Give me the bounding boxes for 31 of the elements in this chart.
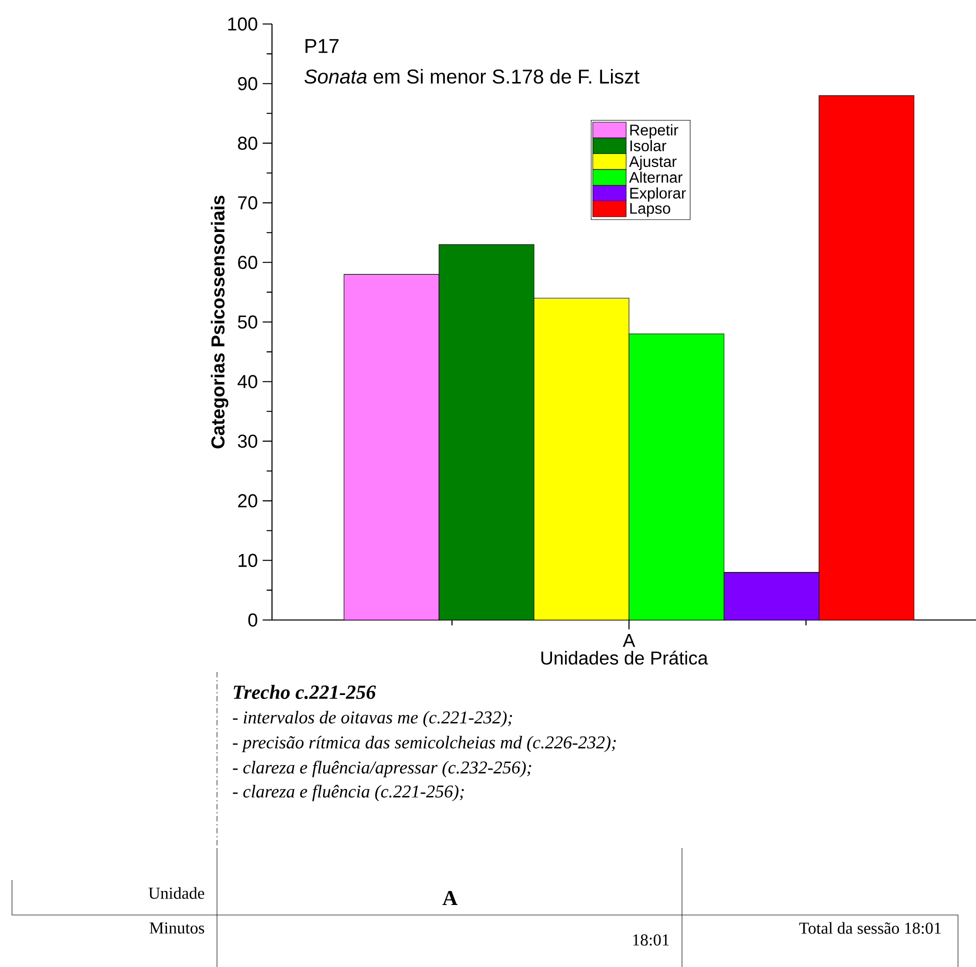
- x-axis-title: Unidades de Prática: [541, 650, 708, 665]
- text: Unidade: [148, 887, 204, 899]
- text: Sonata em Si menor S.178 de F. Liszt: [304, 68, 640, 84]
- y-tick-label: 10: [238, 554, 258, 568]
- y-tick-label: 40: [238, 374, 258, 388]
- y-tick-label: 70: [238, 196, 258, 210]
- text: - intervalos de oitavas me (c.221-232);: [232, 710, 512, 728]
- legend-label: Alternar: [629, 172, 682, 183]
- text: - precisão rítmica das semicolcheias md (c.226-232);: [232, 736, 616, 752]
- y-axis-title: Categorias Psicossensoriais: [210, 196, 228, 448]
- y-tick-label: 60: [238, 256, 258, 270]
- legend-label: Ajustar: [629, 156, 677, 170]
- text: A: [442, 890, 458, 906]
- y-tick-label: 0: [248, 613, 258, 627]
- y-tick-label: 100: [228, 17, 258, 31]
- y-tick-label: 50: [238, 315, 258, 329]
- text: Minutos: [150, 922, 204, 934]
- text: - clareza e fluência/apressar (c.232-256);: [232, 760, 532, 778]
- legend-label: Explorar: [630, 187, 686, 202]
- y-tick-label: 30: [238, 434, 258, 448]
- text: Trecho c.221-256: [234, 684, 376, 700]
- text: 18:01: [633, 934, 669, 946]
- text: - clareza e fluência (c.221-256);: [232, 784, 464, 802]
- legend-label: Lapso: [630, 203, 670, 217]
- y-tick-label: 80: [238, 136, 258, 150]
- text: Total da sessão 18:01: [799, 922, 941, 934]
- legend-label: Isolar: [630, 140, 666, 152]
- text: P17: [306, 39, 339, 53]
- y-tick-label: 20: [238, 494, 258, 508]
- legend-label: Repetir: [630, 124, 678, 139]
- y-tick-label: 90: [238, 76, 258, 90]
